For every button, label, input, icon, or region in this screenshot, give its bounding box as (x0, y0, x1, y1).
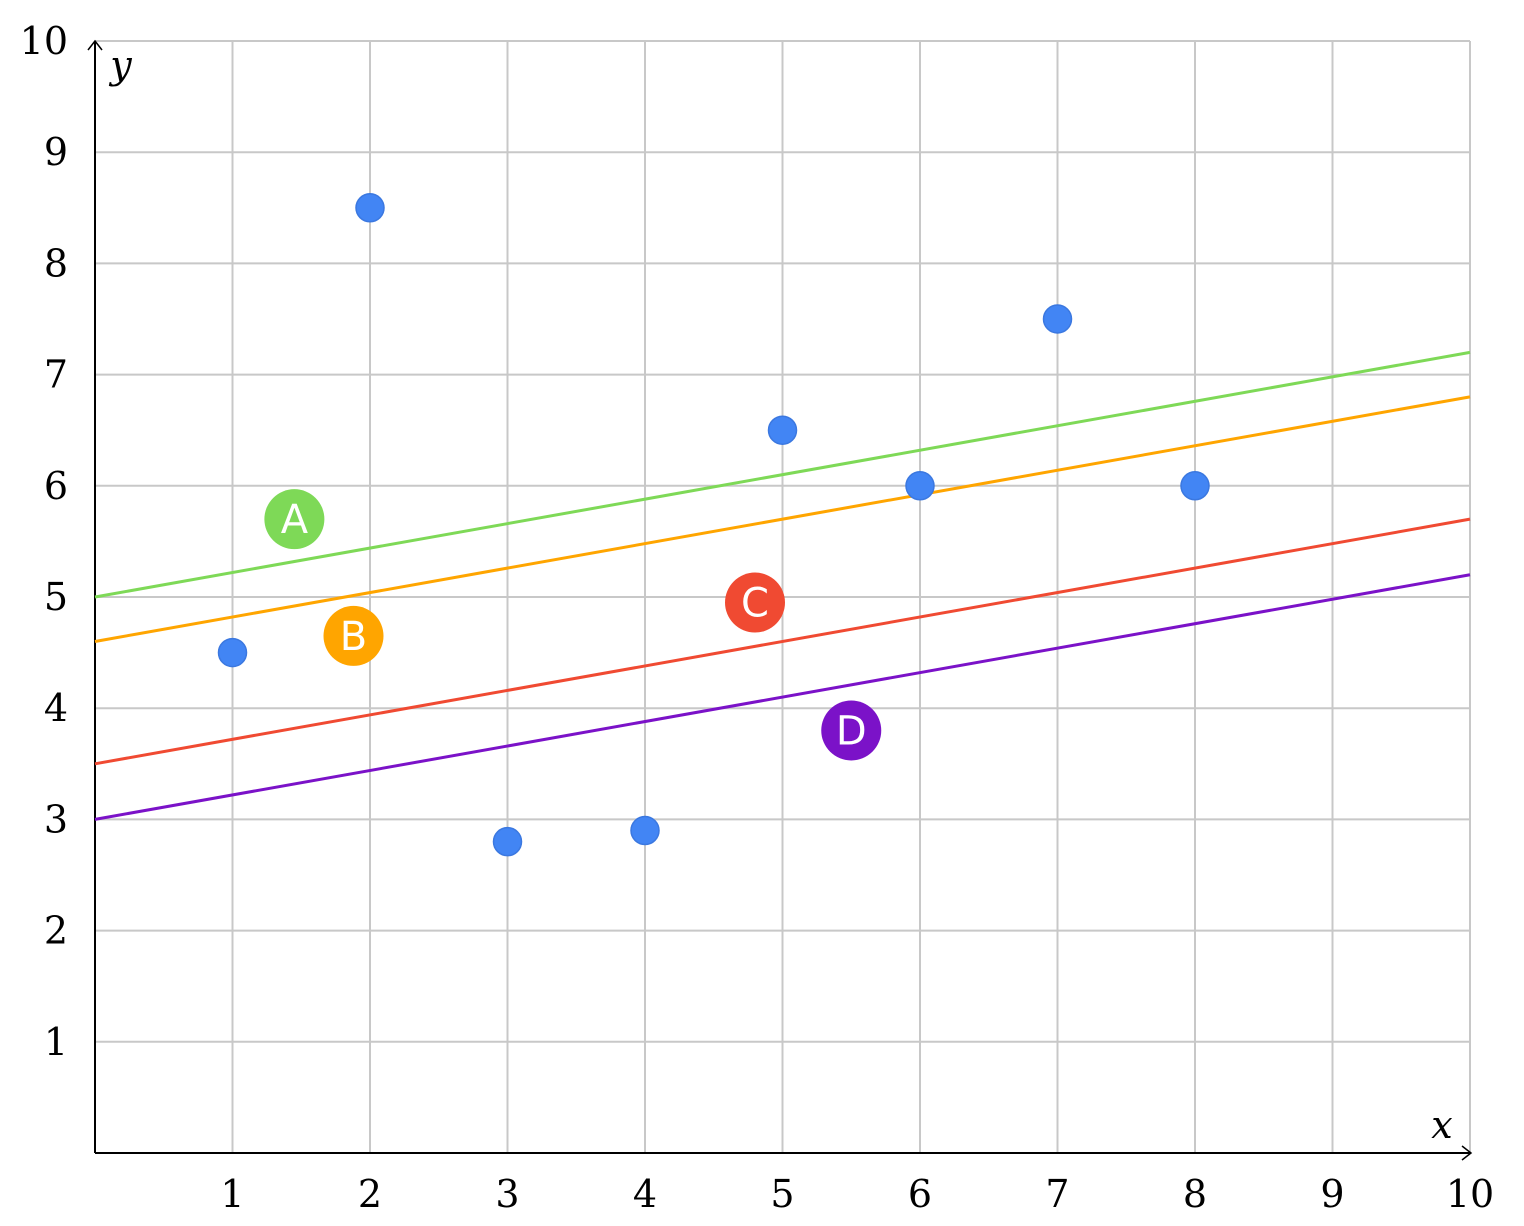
x-tick-label: 1 (220, 1172, 244, 1216)
y-tick-label: 5 (44, 575, 68, 619)
x-tick-label: 3 (495, 1172, 519, 1216)
y-axis-arrow (87, 39, 103, 51)
line-a (94, 350, 1471, 599)
tick-labels: 1 2 3 4 5 6 7 8 9 10 1 2 3 4 5 6 7 8 9 10 (20, 19, 1495, 1216)
x-tick-label: 8 (1183, 1172, 1207, 1216)
y-axis-title: y (108, 43, 132, 87)
data-point (355, 193, 385, 223)
x-tick-label: 6 (908, 1172, 932, 1216)
line-label-text-c: C (741, 581, 769, 627)
line-label-badge-a (264, 489, 325, 550)
data-point (630, 815, 660, 846)
line-d (94, 573, 1471, 821)
data-point (492, 826, 523, 857)
y-tick-label: 9 (44, 130, 68, 174)
line-label-text-a: A (281, 497, 309, 543)
y-tick-label: 10 (20, 19, 68, 63)
line-b (94, 395, 1471, 643)
y-tick-label: 7 (44, 353, 68, 397)
y-tick-label: 3 (44, 797, 68, 841)
line-c (94, 517, 1471, 766)
line-label-badge-d (821, 700, 882, 761)
y-tick-label: 2 (44, 909, 68, 953)
data-point (767, 415, 798, 445)
line-label-badge-b (323, 605, 384, 666)
line-label-text-b: B (340, 614, 367, 660)
x-tick-label: 7 (1045, 1172, 1069, 1216)
x-axis-title: x (1431, 1103, 1452, 1147)
grid (95, 40, 1471, 1153)
fit-lines (94, 350, 1471, 821)
data-point (1042, 304, 1073, 334)
data-point (217, 637, 248, 668)
y-tick-label: 8 (44, 241, 68, 285)
x-tick-label: 4 (633, 1172, 657, 1216)
y-tick-label: 4 (44, 686, 68, 730)
x-tick-label: 9 (1320, 1172, 1344, 1216)
y-tick-label: 1 (44, 1020, 68, 1064)
axes: x y (87, 39, 1473, 1161)
y-tick-label: 6 (44, 464, 68, 508)
data-point (1180, 471, 1210, 501)
x-tick-label: 2 (358, 1172, 382, 1216)
line-label-badge-c (725, 572, 785, 633)
data-point (905, 471, 935, 501)
x-tick-label: 5 (770, 1172, 794, 1216)
line-label-text-d: D (836, 708, 867, 754)
line-labels: A B C D (264, 489, 882, 761)
data-points (217, 193, 1210, 857)
x-tick-label: 10 (1446, 1172, 1494, 1216)
x-axis-arrow (1461, 1145, 1473, 1161)
